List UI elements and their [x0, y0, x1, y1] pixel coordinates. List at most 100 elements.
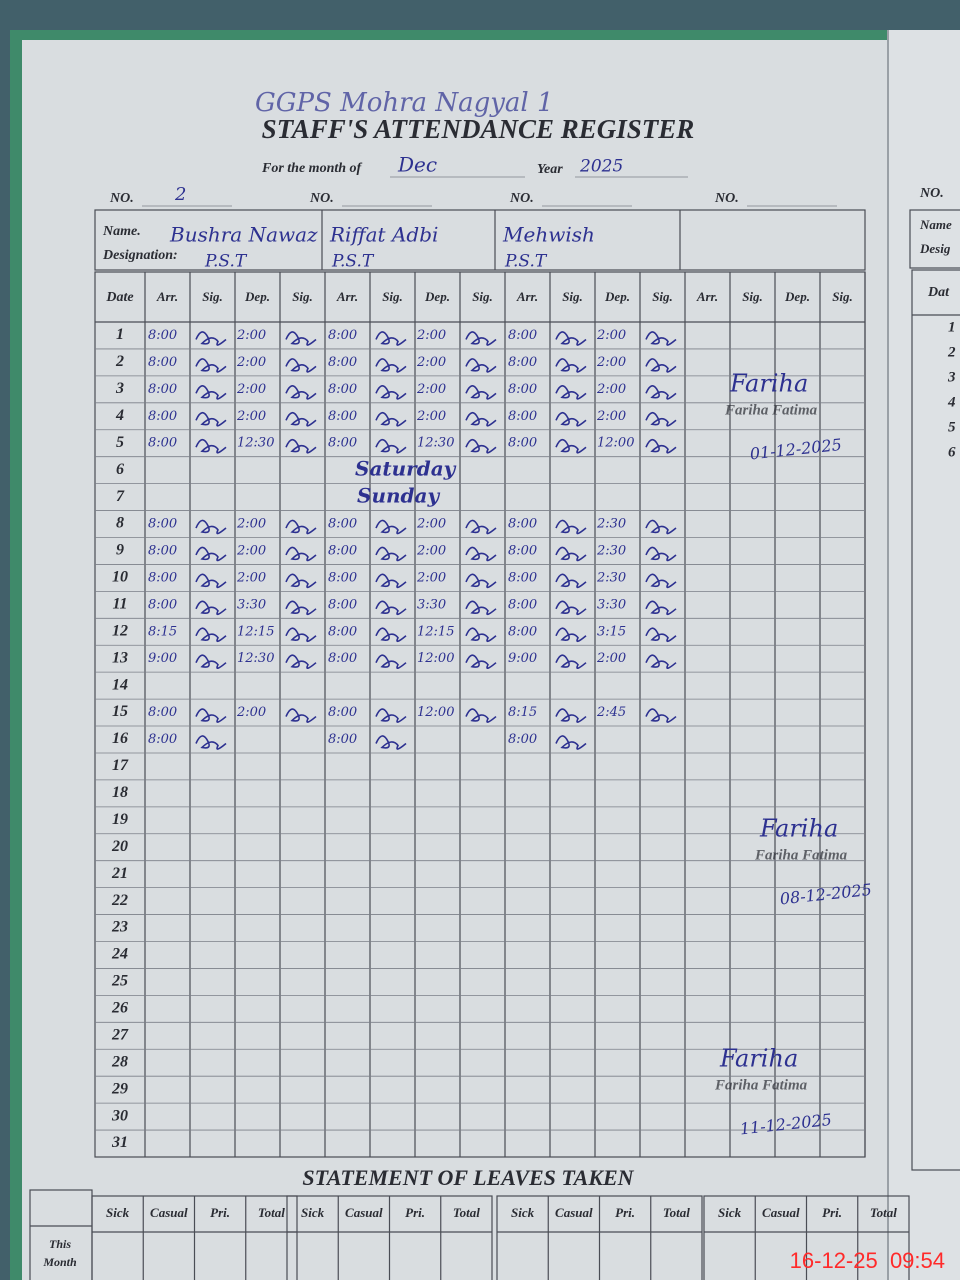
date-number: 21: [111, 865, 128, 882]
arrival-time: 8:00: [328, 382, 357, 397]
signature: [645, 573, 677, 589]
stamp-name: Fariha Fatima: [724, 402, 818, 418]
stamp-signature: Fariha: [729, 370, 808, 398]
signature: [555, 358, 587, 373]
departure-time: 2:00: [416, 570, 446, 585]
signature: [555, 519, 587, 535]
signature: [555, 411, 587, 427]
right-no: NO.: [919, 186, 944, 201]
date-number: 15: [112, 703, 128, 720]
month-value: Dec: [397, 153, 437, 177]
departure-time: 2:00: [596, 651, 626, 666]
leaves-column: Casual: [345, 1205, 383, 1220]
right-date-number: 3: [947, 369, 956, 385]
signature: [465, 358, 497, 373]
departure-time: 2:00: [596, 328, 626, 343]
signature: [375, 411, 407, 427]
signature: [195, 519, 227, 535]
signature: [465, 411, 497, 427]
leaves-column: Casual: [555, 1205, 593, 1220]
staff-name: Bushra Nawaz: [169, 223, 318, 247]
signature: [555, 385, 587, 400]
signature: [465, 627, 497, 643]
signature: [285, 546, 317, 562]
date-number: 9: [116, 542, 124, 559]
designation-label: Designation:: [102, 248, 178, 263]
signature: [195, 573, 227, 589]
signature: [555, 654, 587, 669]
signature: [465, 546, 497, 562]
no-label: NO.: [109, 191, 134, 206]
column-header: Sig.: [472, 289, 493, 304]
signature: [555, 573, 587, 589]
column-header: Dep.: [784, 289, 810, 304]
departure-time: 12:30: [237, 651, 274, 666]
departure-time: 3:15: [597, 624, 626, 639]
signature: [195, 735, 227, 750]
date-number: 18: [112, 784, 128, 801]
arrival-time: 8:00: [328, 543, 357, 558]
leaves-column: Sick: [301, 1205, 325, 1220]
column-header: Arr.: [516, 289, 538, 304]
no-label: NO.: [309, 191, 334, 206]
name-box: [94, 209, 866, 271]
leaves-column: Total: [870, 1205, 897, 1220]
signature: [195, 627, 227, 643]
signature: [465, 600, 497, 616]
signature: [555, 735, 587, 750]
staff-designation: P.S.T: [504, 252, 548, 272]
date-number: 23: [111, 919, 128, 936]
leaves-column: Total: [453, 1205, 480, 1220]
arrival-time: 8:00: [328, 409, 357, 424]
signature: [465, 331, 497, 346]
no-label: NO.: [714, 191, 739, 206]
right-desig: Desig: [919, 241, 951, 256]
school-name: GGPS Mohra Nagyal 1: [255, 88, 554, 118]
arrival-time: 8:15: [508, 705, 537, 720]
date-number: 2: [115, 353, 124, 370]
stamp-name: Fariha Fatima: [754, 847, 848, 863]
signature: [195, 358, 227, 373]
right-date-number: 4: [947, 394, 956, 410]
arrival-time: 8:00: [328, 732, 357, 747]
signature: [285, 573, 317, 589]
signature: [375, 627, 407, 643]
date-number: 1: [116, 326, 124, 343]
signature: [465, 385, 497, 400]
leaves-title: STATEMENT OF LEAVES TAKEN: [302, 1165, 634, 1190]
arrival-time: 8:00: [328, 570, 357, 585]
signature: [375, 519, 407, 535]
right-date-number: 1: [948, 319, 956, 335]
date-number: 6: [116, 461, 124, 478]
right-date-number: 2: [947, 344, 956, 360]
departure-time: 12:15: [417, 624, 454, 639]
left-page: [22, 40, 888, 1280]
leaves-column: Casual: [762, 1205, 800, 1220]
year-value: 2025: [579, 157, 623, 177]
no-value: 2: [174, 184, 186, 205]
signature: [195, 546, 227, 562]
departure-time: 3:30: [417, 597, 446, 612]
arrival-time: 8:00: [508, 570, 537, 585]
date-number: 12: [112, 622, 128, 639]
column-header: Arr.: [696, 289, 718, 304]
right-date-number: 5: [948, 419, 956, 435]
column-header: Sig.: [652, 289, 673, 304]
signature: [375, 358, 407, 373]
date-number: 19: [112, 811, 128, 828]
departure-time: 2:00: [416, 409, 446, 424]
departure-time: 2:00: [236, 409, 266, 424]
signature: [285, 654, 317, 669]
departure-time: 12:00: [597, 436, 634, 451]
date-number: 22: [111, 892, 128, 909]
signature: [645, 411, 677, 427]
stamp-signature: Fariha: [719, 1045, 798, 1073]
right-name-box: [909, 209, 960, 269]
day-note: Sunday: [357, 484, 440, 508]
signature: [645, 546, 677, 562]
date-number: 7: [116, 488, 125, 505]
stamp-name: Fariha Fatima: [714, 1077, 808, 1093]
departure-time: 2:00: [416, 517, 446, 532]
date-number: 24: [111, 946, 128, 963]
signature: [285, 331, 317, 346]
